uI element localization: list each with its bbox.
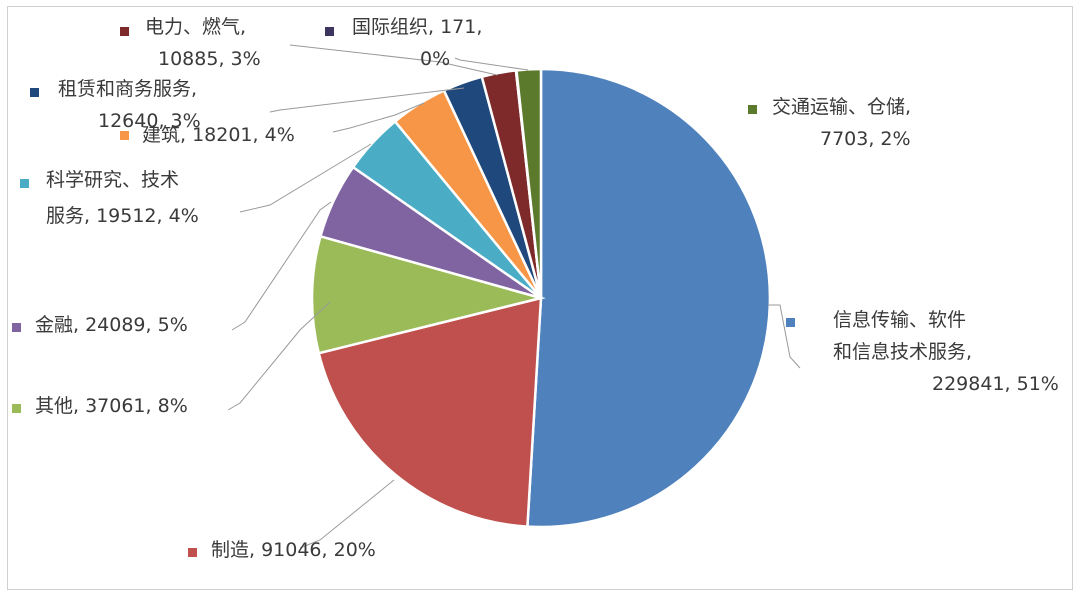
label-marker-4 — [12, 323, 21, 332]
data-label-5-line-1: 科学研究、技术 — [46, 169, 179, 191]
leader-line-7 — [269, 87, 465, 113]
data-label-7-line-2: 12640, 3% — [98, 110, 201, 132]
data-label-6-line-1: 建筑, 18201, 4% — [142, 124, 295, 146]
label-marker-1 — [786, 318, 795, 327]
leader-line-2 — [299, 479, 395, 549]
leader-line-3 — [227, 301, 331, 411]
data-label-1-line-2: 和信息技术服务, — [833, 341, 972, 363]
leader-line-5 — [239, 143, 372, 213]
data-label-5-line-2: 服务, 19512, 4% — [46, 205, 199, 227]
label-marker-7 — [30, 88, 39, 97]
pie-slice-2 — [317, 296, 543, 528]
leader-line-6 — [332, 102, 425, 133]
leader-line-1 — [768, 304, 801, 369]
data-label-4-line-1: 金融, 24089, 5% — [35, 314, 188, 336]
label-marker-9 — [325, 27, 334, 36]
data-label-1-line-3: 229841, 51% — [932, 373, 1059, 395]
leader-lines-layer — [227, 44, 801, 549]
data-label-1-line-1: 信息传输、软件 — [833, 309, 966, 331]
leader-line-4 — [231, 201, 332, 331]
pie-slice-10 — [515, 67, 543, 299]
pie-slice-1 — [526, 67, 772, 529]
data-label-10-line-1: 交通运输、仓储, — [772, 96, 911, 118]
label-marker-6 — [120, 131, 129, 140]
slices-layer — [310, 67, 772, 529]
leader-line-8 — [289, 44, 498, 76]
pie-slice-3 — [310, 234, 546, 355]
label-marker-10 — [748, 105, 757, 114]
label-marker-8 — [120, 27, 129, 36]
data-label-7-line-1: 租赁和商务服务, — [58, 78, 197, 100]
label-marker-2 — [188, 548, 197, 557]
leader-line-9 — [454, 57, 529, 71]
data-label-8-line-2: 10885, 3% — [158, 48, 261, 70]
data-label-9-line-2: 0% — [420, 48, 450, 70]
data-label-10-line-2: 7703, 2% — [820, 128, 911, 150]
label-marker-3 — [12, 404, 21, 413]
label-marker-5 — [20, 179, 29, 188]
data-label-9-line-1: 国际组织, 171, — [352, 16, 482, 38]
data-label-8-line-1: 电力、燃气, — [145, 16, 246, 38]
data-label-2-line-1: 制造, 91046, 20% — [211, 539, 376, 561]
data-label-3-line-1: 其他, 37061, 8% — [35, 395, 188, 417]
